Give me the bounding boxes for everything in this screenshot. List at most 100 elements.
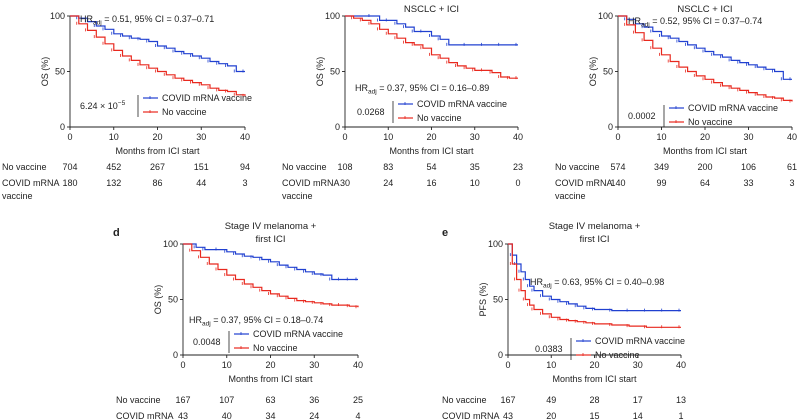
y-axis-label: OS (%) (153, 285, 163, 315)
risk-row-label-line2: vaccine (2, 191, 33, 201)
risk-count: 54 (426, 162, 436, 172)
risk-count: 15 (589, 411, 599, 419)
risk-row-label: No vaccine (2, 162, 47, 172)
risk-count: 3 (789, 178, 794, 188)
risk-count: 574 (610, 162, 625, 172)
risk-count: 28 (589, 395, 599, 405)
risk-count: 34 (265, 411, 275, 419)
hazard-ratio-label: HRadj = 0.51, 95% CI = 0.37–0.71 (80, 14, 214, 27)
y-tick-label: 0 (173, 350, 178, 360)
risk-count: 132 (106, 178, 121, 188)
risk-row-label: No vaccine (282, 162, 327, 172)
p-value-label: 0.0383 (535, 344, 563, 354)
x-axis-label: Months from ICI start (228, 374, 313, 384)
km-panel-4: d Stage IV melanoma + first ICI 0 10 20 30 40 0 5… (113, 221, 363, 419)
y-tick-label: 100 (488, 239, 503, 249)
curve-vaccine (183, 243, 358, 281)
y-tick-label: 100 (163, 239, 178, 249)
risk-count: 36 (309, 395, 319, 405)
x-tick-label: 20 (426, 132, 436, 142)
legend-vaccine: COVID mRNA vaccine (417, 99, 507, 109)
y-tick-label: 100 (50, 11, 65, 21)
panel-title: NSCLC + ICI (404, 4, 459, 15)
risk-count: 83 (383, 162, 393, 172)
risk-count: 1 (678, 411, 683, 419)
risk-count: 43 (503, 411, 513, 419)
x-axis-label: Months from ICI start (389, 146, 474, 156)
risk-count: 452 (106, 162, 121, 172)
risk-count: 4 (355, 411, 360, 419)
x-tick-label: 20 (265, 360, 275, 370)
legend-no-vaccine: No vaccine (417, 113, 462, 123)
x-tick-label: 10 (383, 132, 393, 142)
x-tick-label: 0 (615, 132, 620, 142)
p-value-label: 0.0002 (628, 111, 656, 121)
curve-vaccine (345, 15, 518, 46)
legend-no-vaccine: No vaccine (253, 343, 298, 353)
y-tick-label: 100 (598, 11, 613, 21)
risk-count: 140 (610, 178, 625, 188)
curve-vaccine (70, 15, 245, 73)
risk-count: 0 (515, 178, 520, 188)
risk-row-label: No vaccine (116, 395, 161, 405)
x-tick-label: 10 (222, 360, 232, 370)
x-tick-label: 30 (633, 360, 643, 370)
curve-vaccine (618, 15, 792, 80)
y-axis-label: OS (%) (588, 57, 598, 87)
x-tick-label: 0 (505, 360, 510, 370)
risk-count: 17 (633, 395, 643, 405)
p-value-label: 0.0268 (357, 107, 385, 117)
x-tick-label: 40 (353, 360, 363, 370)
km-panel-5: e Stage IV melanoma + first ICI 0 10 20 30 40 0 5… (442, 221, 686, 419)
risk-count: 167 (175, 395, 190, 405)
risk-row-label: COVID mRNA (555, 178, 613, 188)
risk-count: 16 (426, 178, 436, 188)
p-value-label: 6.24 × 10−5 (80, 100, 126, 111)
x-tick-label: 30 (470, 132, 480, 142)
risk-count: 43 (178, 411, 188, 419)
risk-count: 108 (337, 162, 352, 172)
risk-row-label: COVID mRNA (442, 411, 500, 419)
risk-count: 106 (741, 162, 756, 172)
panel-title: Stage IV melanoma + (549, 221, 641, 232)
hazard-ratio-label: HRadj = 0.37, 95% CI = 0.16–0.89 (355, 83, 489, 96)
risk-count: 25 (353, 395, 363, 405)
risk-count: 24 (383, 178, 393, 188)
panel-title-line2: first ICI (255, 234, 285, 245)
y-axis-label: PFS (%) (478, 282, 488, 316)
x-tick-label: 40 (676, 360, 686, 370)
risk-count: 94 (240, 162, 250, 172)
risk-count: 44 (196, 178, 206, 188)
hazard-ratio-label: HRadj = 0.63, 95% CI = 0.40–0.98 (530, 277, 664, 290)
risk-count: 33 (743, 178, 753, 188)
x-tick-label: 20 (589, 360, 599, 370)
risk-count: 86 (152, 178, 162, 188)
x-tick-label: 30 (309, 360, 319, 370)
legend-no-vaccine: No vaccine (162, 107, 207, 117)
y-tick-label: 50 (603, 67, 613, 77)
risk-count: 40 (222, 411, 232, 419)
panel-letter: d (113, 227, 120, 239)
risk-row-label: COVID mRNA (116, 411, 174, 419)
risk-count: 349 (654, 162, 669, 172)
risk-count: 64 (700, 178, 710, 188)
risk-count: 14 (633, 411, 643, 419)
risk-count: 99 (656, 178, 666, 188)
y-tick-label: 50 (330, 67, 340, 77)
risk-count: 20 (546, 411, 556, 419)
legend-no-vaccine: No vaccine (595, 350, 640, 360)
legend-vaccine: COVID mRNA vaccine (595, 336, 685, 346)
curve-no-vaccine (508, 243, 681, 328)
legend-vaccine: COVID mRNA vaccine (162, 93, 252, 103)
risk-count: 200 (697, 162, 712, 172)
risk-count: 3 (242, 178, 247, 188)
y-tick-label: 50 (168, 295, 178, 305)
risk-count: 49 (546, 395, 556, 405)
y-tick-label: 50 (55, 67, 65, 77)
legend-vaccine: COVID mRNA vaccine (253, 329, 343, 339)
x-tick-label: 40 (240, 132, 250, 142)
panel-title-line2: first ICI (579, 234, 609, 245)
curve-no-vaccine (70, 15, 246, 96)
x-tick-label: 10 (546, 360, 556, 370)
